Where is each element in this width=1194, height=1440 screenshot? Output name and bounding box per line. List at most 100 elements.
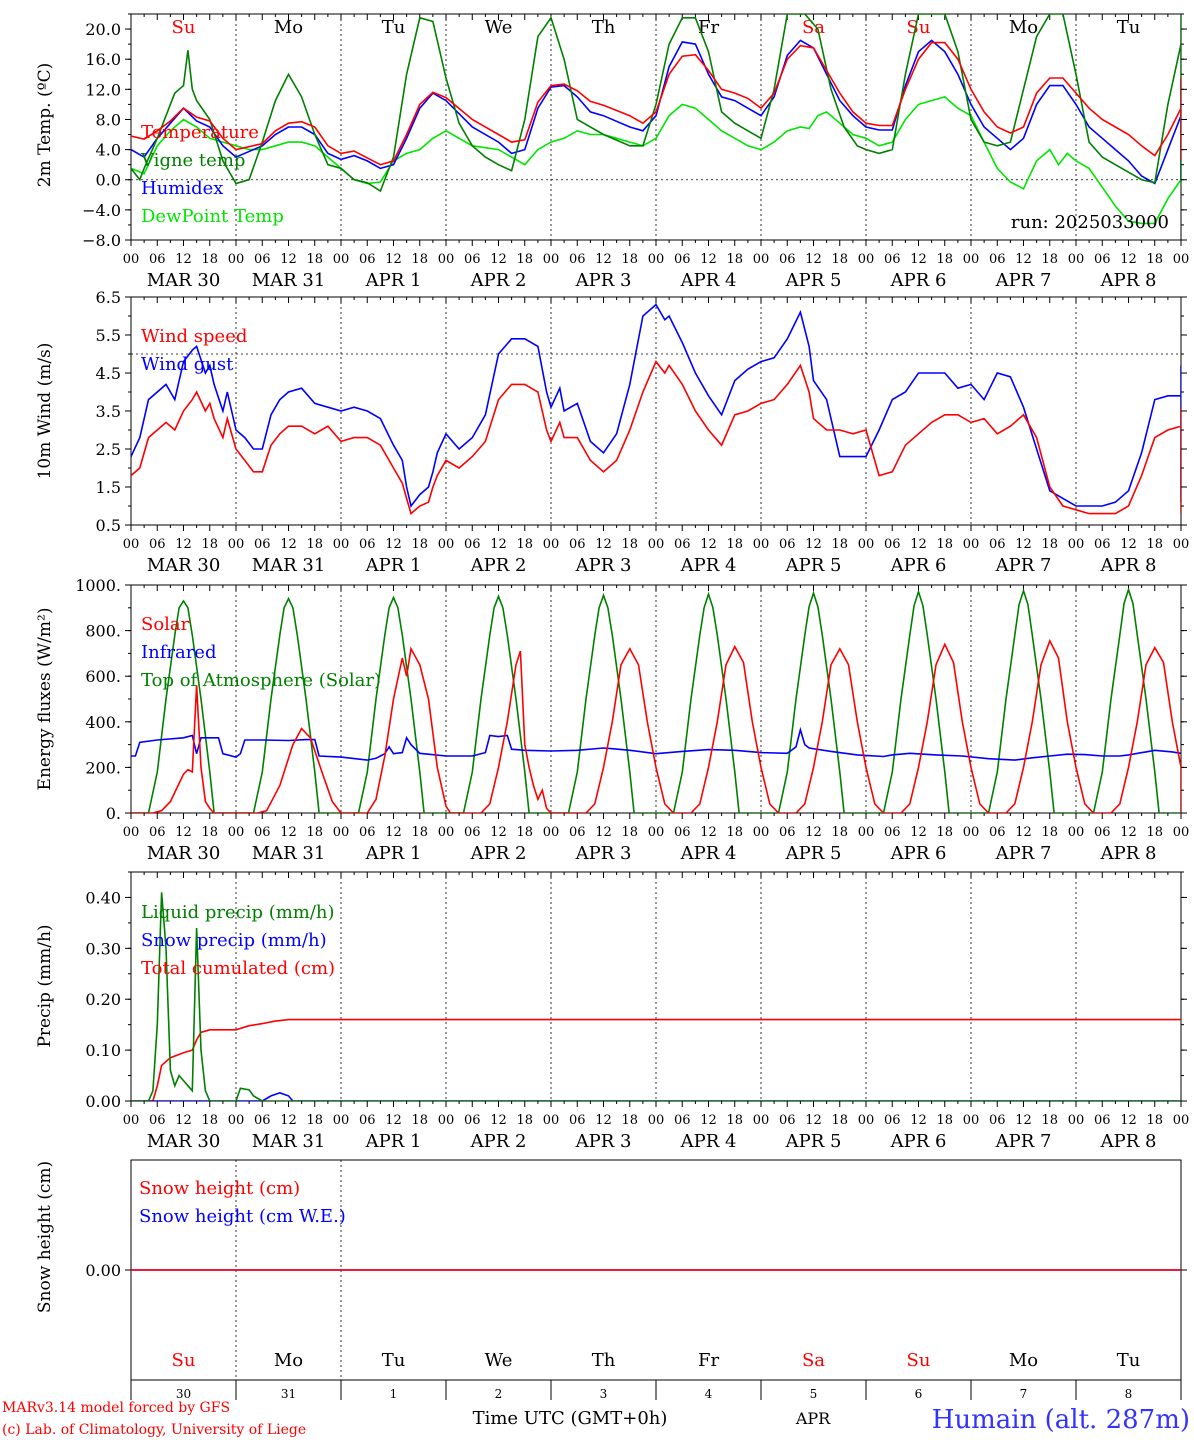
panel-5: 0.00 Snow height (cm) Su 30 Mo 31 Tu 1 We 2 Th 3 Fr 4… (35, 1159, 1187, 1401)
hour-label: 06 (674, 825, 691, 840)
hour-label: 06 (884, 252, 901, 267)
hour-label: 00 (1173, 825, 1190, 840)
y-tick-label: 0. (106, 804, 121, 823)
day-label: Mo (1009, 17, 1038, 38)
hour-label: 18 (1146, 537, 1163, 552)
lab-credit: (c) Lab. of Climatology, University of L… (2, 1422, 306, 1438)
day-label: Fr (698, 17, 719, 38)
hour-label: 06 (464, 1113, 481, 1128)
hour-label: 00 (543, 825, 560, 840)
date-label: APR 7 (995, 1131, 1052, 1152)
hour-label: 06 (254, 825, 271, 840)
date-label: MAR 31 (252, 555, 326, 576)
date-label: APR 2 (470, 555, 527, 576)
y-tick-label: 0.00 (85, 1092, 121, 1111)
hour-label: 06 (464, 825, 481, 840)
day-number: 6 (915, 1387, 923, 1401)
series-line (131, 41, 1181, 166)
day-label: Mo (274, 17, 303, 38)
hour-label: 06 (254, 537, 271, 552)
y-tick-label: −4.0 (82, 201, 121, 220)
hour-label: 06 (254, 252, 271, 267)
plot-frame (130, 584, 1182, 814)
hour-label: 18 (1146, 252, 1163, 267)
hour-label: 06 (254, 1113, 271, 1128)
legend-entry: Wind speed (141, 326, 247, 347)
hour-label: 06 (674, 537, 691, 552)
hour-label: 12 (490, 825, 507, 840)
date-label: APR 8 (1100, 843, 1157, 864)
legend-entry: Snow height (cm W.E.) (139, 1206, 346, 1227)
hour-label: 18 (306, 825, 323, 840)
hour-label: 18 (831, 252, 848, 267)
hour-label: 06 (569, 252, 586, 267)
hour-label: 18 (621, 537, 638, 552)
series-line (131, 587, 1181, 813)
hour-label: 18 (1146, 825, 1163, 840)
hour-label: 12 (280, 537, 297, 552)
hour-label: 12 (805, 537, 822, 552)
hour-label: 12 (700, 537, 717, 552)
hour-label: 06 (1094, 537, 1111, 552)
date-label: APR 2 (470, 843, 527, 864)
hour-label: 06 (464, 537, 481, 552)
hour-label: 18 (306, 1113, 323, 1128)
y-tick-label: 6.5 (96, 288, 121, 307)
y-tick-label: 20.0 (85, 20, 121, 39)
y-axis-label: 10m Wind (m/s) (35, 343, 55, 480)
hour-label: 00 (753, 537, 770, 552)
hour-label: 12 (175, 537, 192, 552)
hour-label: 00 (1068, 825, 1085, 840)
hour-label: 06 (359, 825, 376, 840)
hour-label: 12 (910, 537, 927, 552)
date-label: APR 3 (575, 555, 632, 576)
legend-entry: Snow precip (mm/h) (141, 930, 327, 951)
day-label: Sa (802, 1350, 825, 1371)
y-tick-label: 1.5 (96, 478, 121, 497)
hour-label: 18 (621, 825, 638, 840)
series-line (131, 1018, 1181, 1101)
hour-label: 12 (280, 1113, 297, 1128)
date-label: MAR 31 (252, 1131, 326, 1152)
y-tick-label: 0.40 (85, 888, 121, 907)
hour-label: 18 (306, 252, 323, 267)
legend-entry: Vigne temp (140, 150, 245, 171)
hour-label: 00 (753, 252, 770, 267)
legend-entry: Temperature (141, 122, 259, 143)
hour-label: 00 (858, 1113, 875, 1128)
legend-entry: DewPoint Temp (141, 206, 284, 227)
hour-label: 06 (989, 1113, 1006, 1128)
hour-label: 12 (1015, 825, 1032, 840)
hour-label: 00 (438, 825, 455, 840)
hour-label: 00 (963, 1113, 980, 1128)
hour-label: 00 (123, 252, 140, 267)
hour-label: 00 (1173, 1113, 1190, 1128)
panel-3: 0. 200. 400. 600. 800. 1000. Energy fluxes (W/… (35, 576, 1189, 864)
date-label: APR 3 (575, 1131, 632, 1152)
hour-label: 18 (726, 252, 743, 267)
hour-label: 00 (753, 825, 770, 840)
date-label: MAR 30 (147, 843, 221, 864)
day-label: Tu (382, 1350, 406, 1371)
hour-label: 18 (306, 537, 323, 552)
hour-label: 06 (779, 537, 796, 552)
hour-label: 06 (884, 537, 901, 552)
panel-2: 0.5 1.5 2.5 3.5 4.5 5.5 6.5 10m Wind (m/s) 00 06 1… (35, 288, 1189, 576)
date-label: APR 2 (470, 270, 527, 291)
hour-label: 00 (438, 252, 455, 267)
day-label: We (485, 1350, 513, 1371)
day-label: Su (907, 17, 931, 38)
hour-label: 18 (516, 825, 533, 840)
hour-label: 00 (1068, 1113, 1085, 1128)
day-number: 2 (495, 1387, 503, 1401)
hour-label: 18 (1041, 537, 1058, 552)
panel-1: −8.0 −4.0 0.0 4.0 8.0 12.0 16.0 20.0 2m Temp. (º… (35, 13, 1189, 291)
day-label: Tu (382, 17, 406, 38)
hour-label: 00 (228, 1113, 245, 1128)
hour-label: 12 (1120, 1113, 1137, 1128)
hour-label: 06 (884, 1113, 901, 1128)
hour-label: 12 (1015, 252, 1032, 267)
legend-entry: Snow height (cm) (139, 1178, 300, 1199)
hour-label: 00 (543, 1113, 560, 1128)
date-label: APR 6 (890, 555, 947, 576)
